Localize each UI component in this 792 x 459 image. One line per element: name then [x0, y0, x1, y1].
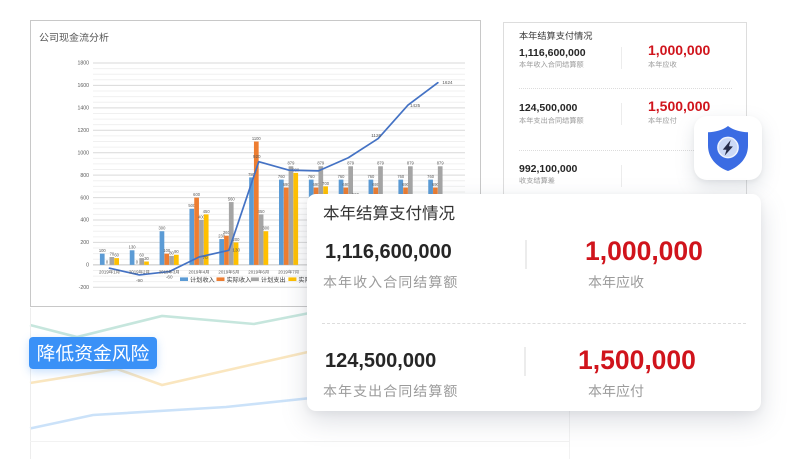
svg-text:0: 0	[136, 259, 139, 265]
svg-text:920: 920	[253, 154, 261, 160]
svg-text:-200: -200	[79, 284, 89, 291]
svg-text:879: 879	[377, 161, 385, 167]
svg-text:760: 760	[338, 174, 346, 180]
svg-text:879: 879	[437, 161, 445, 167]
svg-text:1624: 1624	[442, 80, 453, 86]
svg-text:2019年1月: 2019年1月	[99, 270, 120, 276]
svg-text:0: 0	[106, 259, 109, 265]
svg-text:700: 700	[322, 181, 330, 187]
svg-text:100: 100	[163, 248, 171, 254]
svg-text:130: 130	[129, 245, 137, 251]
svg-text:1126: 1126	[371, 133, 381, 139]
svg-text:300: 300	[262, 226, 270, 232]
svg-text:1200: 1200	[77, 127, 89, 134]
svg-text:450: 450	[203, 209, 211, 215]
svg-text:560: 560	[228, 196, 236, 202]
svg-text:0: 0	[86, 262, 89, 269]
svg-text:计划收入: 计划收入	[190, 275, 215, 284]
svg-text:2019年2月: 2019年2月	[129, 270, 150, 276]
svg-text:30: 30	[144, 256, 149, 262]
svg-text:100: 100	[99, 248, 107, 254]
svg-text:2019年3月: 2019年3月	[159, 270, 180, 276]
svg-text:1425: 1425	[410, 103, 421, 109]
svg-text:260: 260	[223, 230, 231, 236]
svg-text:230: 230	[218, 233, 226, 239]
svg-text:300: 300	[159, 226, 167, 232]
svg-text:2019年4月: 2019年4月	[189, 270, 210, 276]
svg-text:879: 879	[407, 161, 415, 167]
svg-text:879: 879	[347, 161, 355, 167]
svg-text:760: 760	[308, 174, 316, 180]
svg-text:2019年7月: 2019年7月	[278, 270, 299, 276]
svg-text:879: 879	[288, 161, 296, 167]
svg-text:690: 690	[283, 182, 291, 188]
svg-text:879: 879	[317, 161, 325, 167]
svg-text:400: 400	[80, 217, 89, 224]
svg-text:2019年5月: 2019年5月	[218, 270, 239, 276]
svg-text:600: 600	[193, 192, 201, 198]
svg-text:760: 760	[367, 174, 375, 180]
svg-text:690: 690	[372, 182, 380, 188]
svg-text:200: 200	[233, 237, 241, 243]
svg-text:实际收入: 实际收入	[227, 275, 252, 284]
svg-text:200: 200	[80, 239, 89, 246]
svg-text:780: 780	[248, 172, 256, 178]
svg-text:2019年6月: 2019年6月	[248, 270, 269, 276]
svg-text:760: 760	[427, 174, 435, 180]
svg-text:690: 690	[432, 182, 440, 188]
svg-text:690: 690	[402, 182, 410, 188]
svg-text:1400: 1400	[77, 105, 89, 112]
svg-text:1100: 1100	[252, 136, 262, 142]
svg-text:-60: -60	[166, 275, 173, 281]
svg-text:400: 400	[198, 214, 206, 220]
svg-text:60: 60	[139, 253, 144, 259]
svg-text:70: 70	[203, 255, 209, 261]
svg-text:70: 70	[110, 251, 115, 257]
svg-text:90: 90	[174, 249, 179, 255]
svg-text:80: 80	[169, 250, 174, 256]
svg-text:1000: 1000	[77, 149, 89, 156]
svg-text:1600: 1600	[77, 82, 89, 89]
svg-text:690: 690	[342, 182, 350, 188]
svg-text:500: 500	[188, 203, 196, 209]
svg-text:600: 600	[80, 194, 89, 201]
svg-text:1800: 1800	[77, 60, 89, 67]
svg-text:800: 800	[80, 172, 89, 179]
svg-text:60: 60	[114, 253, 119, 259]
svg-text:450: 450	[258, 209, 266, 215]
svg-text:760: 760	[397, 174, 405, 180]
svg-text:-90: -90	[136, 278, 143, 284]
svg-text:计划支出: 计划支出	[261, 275, 286, 284]
svg-text:760: 760	[278, 174, 286, 180]
svg-text:130: 130	[232, 247, 240, 253]
svg-text:690: 690	[313, 182, 321, 188]
